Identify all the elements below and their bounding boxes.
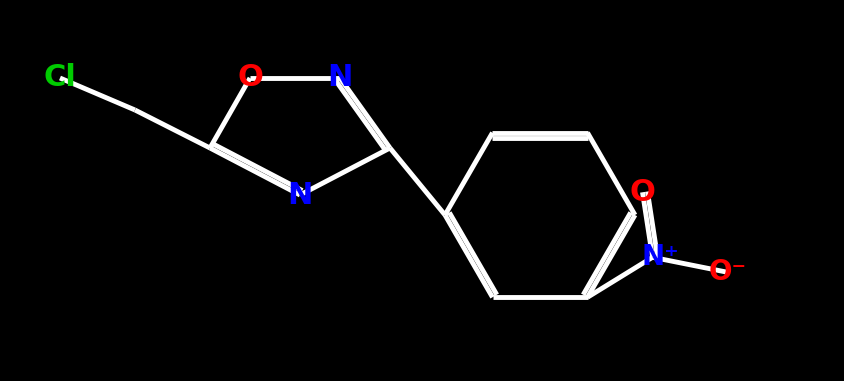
Text: O⁻: O⁻ bbox=[708, 258, 747, 286]
Text: N: N bbox=[287, 181, 312, 210]
Text: Cl: Cl bbox=[44, 64, 77, 93]
Text: N⁺: N⁺ bbox=[641, 243, 679, 271]
Text: N: N bbox=[327, 64, 353, 93]
Text: O: O bbox=[630, 178, 656, 207]
Text: O: O bbox=[237, 64, 263, 93]
